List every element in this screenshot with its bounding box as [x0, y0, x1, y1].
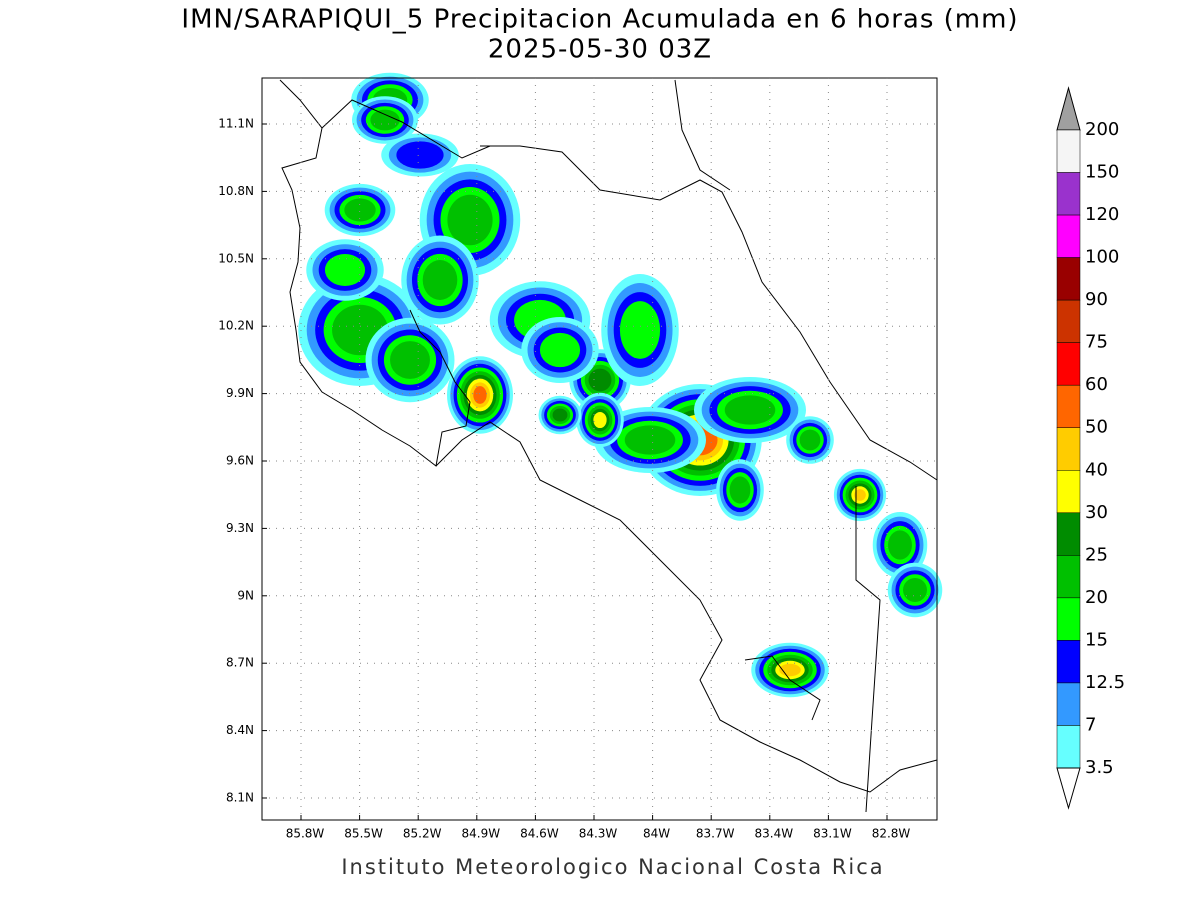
lon-tick-label: 84.6W [520, 827, 559, 841]
rain-contour [324, 254, 366, 286]
title: IMN/SARAPIQUI_5 Precipitacion Acumulada … [181, 5, 1018, 35]
colorbar-label: 20 [1085, 587, 1108, 608]
rain-contour [473, 386, 487, 404]
rain-contour [552, 408, 568, 422]
rain-contour [729, 476, 751, 504]
lat-tick-label: 9N [237, 588, 254, 602]
colorbar-swatch [1056, 555, 1081, 599]
colorbar-label: 25 [1085, 544, 1108, 565]
border [855, 486, 881, 813]
rain-contour [888, 530, 912, 560]
colorbar-label: 120 [1085, 204, 1119, 225]
rain-contour [854, 489, 866, 501]
colorbar-label: 50 [1085, 417, 1108, 438]
rain-contour [370, 109, 400, 131]
rain-contour [539, 332, 581, 368]
colorbar-label: 150 [1085, 162, 1119, 183]
coastline [674, 79, 821, 721]
colorbar-swatch [1056, 299, 1081, 343]
colorbar-swatch [1056, 257, 1081, 301]
rain-contour [903, 578, 927, 602]
colorbar-swatch [1056, 470, 1081, 514]
lat-tick-label: 10.2N [218, 319, 254, 333]
colorbar-label: 40 [1085, 459, 1108, 480]
colorbar-cap [1056, 86, 1081, 131]
lat-tick-label: 8.1N [226, 791, 254, 805]
rain-contour [724, 395, 776, 425]
lon-tick-label: 84.9W [462, 827, 501, 841]
lat-tick-label: 10.8N [218, 184, 254, 198]
lat-tick-label: 9.9N [226, 386, 254, 400]
rain-contour [588, 368, 612, 392]
colorbar-label: 30 [1085, 502, 1108, 523]
colorbar-label: 12.5 [1085, 672, 1125, 693]
footer: Instituto Meteorologico Nacional Costa R… [341, 855, 884, 879]
lon-tick-label: 85.5W [344, 827, 383, 841]
rain-contour [390, 341, 430, 379]
colorbar-label: 3.5 [1085, 757, 1114, 778]
lon-tick-label: 85.2W [403, 827, 442, 841]
colorbar-swatch [1056, 129, 1081, 173]
colorbar-label: 15 [1085, 629, 1108, 650]
rain-contour [422, 260, 458, 300]
colorbar-label: 60 [1085, 374, 1108, 395]
rain-contour [624, 425, 676, 455]
colorbar-cap [1056, 767, 1081, 810]
border [321, 99, 491, 159]
rain-contour [593, 411, 607, 429]
colorbar-swatch [1056, 427, 1081, 471]
colorbar-swatch [1056, 172, 1081, 216]
lon-tick-label: 85.8W [286, 827, 325, 841]
lon-tick-label: 84W [643, 827, 670, 841]
lat-tick-label: 11.1N [218, 117, 254, 131]
colorbar-swatch [1056, 342, 1081, 386]
lat-tick-label: 8.7N [226, 656, 254, 670]
colorbar-label: 200 [1085, 119, 1119, 140]
lat-tick-label: 9.3N [226, 521, 254, 535]
colorbar-label: 90 [1085, 289, 1108, 310]
subtitle: 2025-05-30 03Z [488, 35, 712, 65]
colorbar-swatch [1056, 725, 1081, 769]
colorbar-swatch [1056, 597, 1081, 641]
rain-contour [396, 141, 444, 169]
colorbar-swatch [1056, 384, 1081, 428]
lat-tick-label: 10.5N [218, 251, 254, 265]
colorbar-swatch [1056, 214, 1081, 258]
rain-contour [344, 198, 376, 222]
coastline [480, 145, 938, 481]
lon-tick-label: 83.1W [813, 827, 852, 841]
lat-tick-label: 8.4N [226, 723, 254, 737]
coastline [435, 421, 938, 793]
rain-contour [799, 429, 821, 451]
colorbar-swatch [1056, 512, 1081, 556]
precipitation-field [298, 72, 943, 698]
lon-tick-label: 84.3W [579, 827, 618, 841]
coastlines [279, 79, 938, 813]
colorbar-label: 100 [1085, 247, 1119, 268]
lat-tick-label: 9.6N [226, 454, 254, 468]
coastline [279, 79, 471, 467]
rain-contour [447, 194, 493, 246]
lon-tick-label: 83.7W [696, 827, 735, 841]
colorbar-label: 75 [1085, 332, 1108, 353]
colorbar-swatch [1056, 682, 1081, 726]
lon-tick-label: 83.4W [755, 827, 794, 841]
colorbar-label: 7 [1085, 714, 1096, 735]
lon-tick-label: 82.8W [872, 827, 911, 841]
map-frame [261, 77, 938, 821]
rain-contour [619, 301, 661, 359]
colorbar-swatch [1056, 640, 1081, 684]
